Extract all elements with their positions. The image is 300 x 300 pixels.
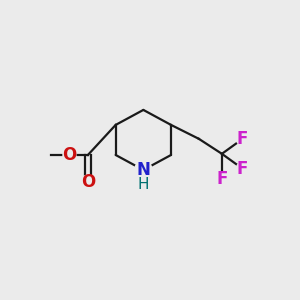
Circle shape [63,148,76,161]
Circle shape [215,173,228,186]
Text: F: F [237,130,248,148]
Text: F: F [216,170,228,188]
Text: O: O [81,172,95,190]
Text: O: O [62,146,76,164]
Circle shape [236,132,249,145]
Text: N: N [136,161,150,179]
Circle shape [135,161,152,179]
Circle shape [236,162,249,175]
Circle shape [81,175,94,188]
Text: H: H [138,178,149,193]
Text: F: F [237,160,248,178]
